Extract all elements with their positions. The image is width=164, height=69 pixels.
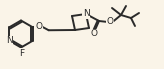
Text: N: N [6,36,13,45]
Text: O: O [35,22,42,31]
Text: O: O [106,18,113,26]
Text: N: N [83,10,89,18]
Text: F: F [20,49,25,57]
Text: O: O [91,30,98,39]
